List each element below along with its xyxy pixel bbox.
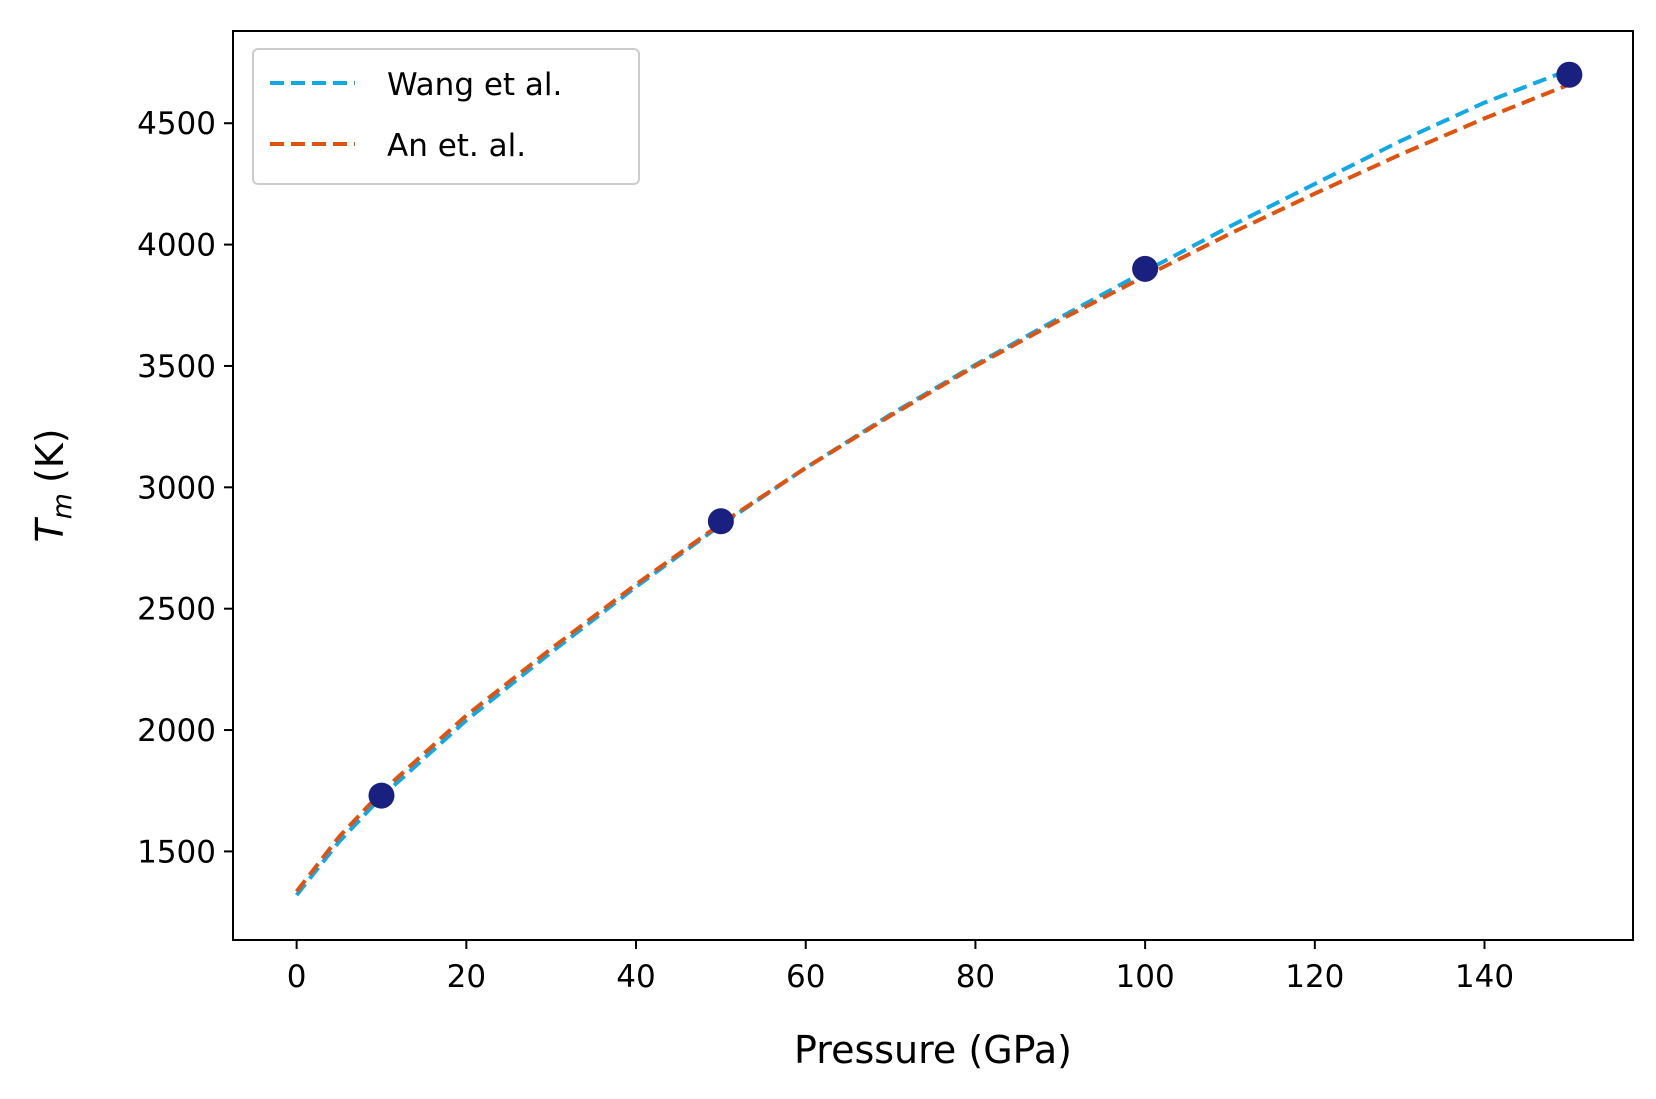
legend-label-an: An et. al. xyxy=(387,128,526,164)
y-tick-label: 3500 xyxy=(137,349,216,385)
x-tick-label: 140 xyxy=(1455,959,1514,995)
y-axis-symbol: T xyxy=(28,517,72,543)
y-axis-ticks: 1500 2000 2500 3000 3500 4000 4500 xyxy=(137,106,233,870)
data-point xyxy=(1556,61,1583,88)
y-tick-label: 2500 xyxy=(137,592,216,628)
y-tick-label: 2000 xyxy=(137,713,216,749)
legend-label-wang: Wang et al. xyxy=(387,67,562,103)
y-tick-label: 1500 xyxy=(137,834,216,870)
x-tick-label: 80 xyxy=(956,959,995,995)
legend: Wang et al. An et. al. xyxy=(252,48,640,185)
series-layer xyxy=(295,61,1583,897)
series-line-an xyxy=(295,82,1571,893)
x-axis-label: Pressure (GPa) xyxy=(794,1028,1072,1072)
y-axis-unit: (K) xyxy=(28,428,72,483)
x-axis-ticks: 0 20 40 60 80 100 120 140 xyxy=(287,940,1514,995)
x-tick-label: 40 xyxy=(616,959,655,995)
y-tick-label: 4000 xyxy=(137,228,216,264)
y-axis-subscript: m xyxy=(47,493,78,519)
data-point xyxy=(1132,255,1159,282)
y-tick-label: 3000 xyxy=(137,470,216,506)
x-tick-label: 20 xyxy=(447,959,486,995)
data-point xyxy=(707,508,734,535)
y-tick-label: 4500 xyxy=(137,106,216,142)
legend-box xyxy=(252,48,640,185)
data-point xyxy=(368,782,395,809)
y-axis-label: Tm (K) xyxy=(28,428,78,542)
x-tick-label: 60 xyxy=(786,959,825,995)
plot-frame xyxy=(232,30,1634,941)
x-tick-label: 100 xyxy=(1116,959,1175,995)
x-tick-label: 0 xyxy=(287,959,307,995)
x-tick-label: 120 xyxy=(1285,959,1344,995)
